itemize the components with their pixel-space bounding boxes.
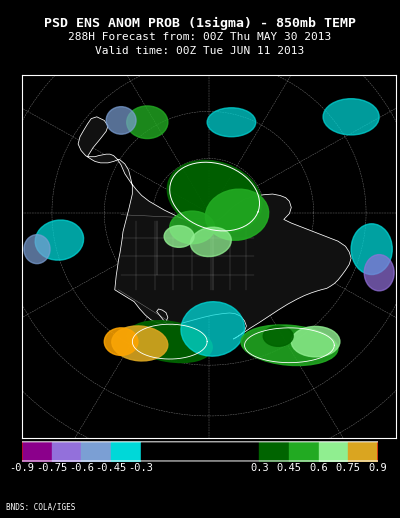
Ellipse shape — [35, 220, 84, 260]
Ellipse shape — [167, 161, 262, 233]
Bar — [319, 442, 348, 461]
Text: 0.3: 0.3 — [250, 463, 269, 473]
Text: -0.3: -0.3 — [128, 463, 153, 473]
Ellipse shape — [190, 227, 231, 256]
Polygon shape — [378, 442, 387, 461]
Ellipse shape — [241, 325, 338, 366]
Bar — [259, 442, 289, 461]
Ellipse shape — [351, 224, 392, 275]
Text: -0.75: -0.75 — [36, 463, 67, 473]
Ellipse shape — [127, 321, 212, 363]
Bar — [289, 442, 319, 461]
Ellipse shape — [112, 326, 168, 361]
Ellipse shape — [323, 98, 379, 135]
Bar — [22, 442, 52, 461]
Polygon shape — [78, 117, 351, 339]
Ellipse shape — [170, 211, 215, 244]
Text: PSD ENS ANOM PROB (1sigma) - 850mb TEMP: PSD ENS ANOM PROB (1sigma) - 850mb TEMP — [44, 17, 356, 30]
Text: BNDS: COLA/IGES: BNDS: COLA/IGES — [6, 503, 75, 512]
Ellipse shape — [364, 254, 394, 291]
Text: 0.45: 0.45 — [276, 463, 302, 473]
Bar — [141, 442, 259, 461]
Text: 0.9: 0.9 — [369, 463, 387, 473]
Ellipse shape — [104, 328, 138, 355]
Polygon shape — [13, 442, 22, 461]
Text: -0.45: -0.45 — [95, 463, 127, 473]
Text: -0.9: -0.9 — [10, 463, 34, 473]
Ellipse shape — [106, 107, 136, 134]
Text: 288H Forecast from: 00Z Thu MAY 30 2013: 288H Forecast from: 00Z Thu MAY 30 2013 — [68, 32, 332, 42]
Ellipse shape — [206, 189, 269, 240]
Ellipse shape — [164, 225, 194, 247]
Text: -0.6: -0.6 — [69, 463, 94, 473]
Bar — [348, 442, 378, 461]
Bar — [111, 442, 141, 461]
Text: 0.6: 0.6 — [309, 463, 328, 473]
Bar — [52, 442, 81, 461]
Ellipse shape — [207, 108, 256, 137]
Text: Valid time: 00Z Tue JUN 11 2013: Valid time: 00Z Tue JUN 11 2013 — [95, 46, 305, 55]
Ellipse shape — [263, 326, 293, 347]
Ellipse shape — [181, 301, 244, 356]
Bar — [81, 442, 111, 461]
Ellipse shape — [127, 106, 168, 139]
Ellipse shape — [291, 326, 340, 357]
Ellipse shape — [24, 235, 50, 264]
Text: 0.75: 0.75 — [336, 463, 361, 473]
